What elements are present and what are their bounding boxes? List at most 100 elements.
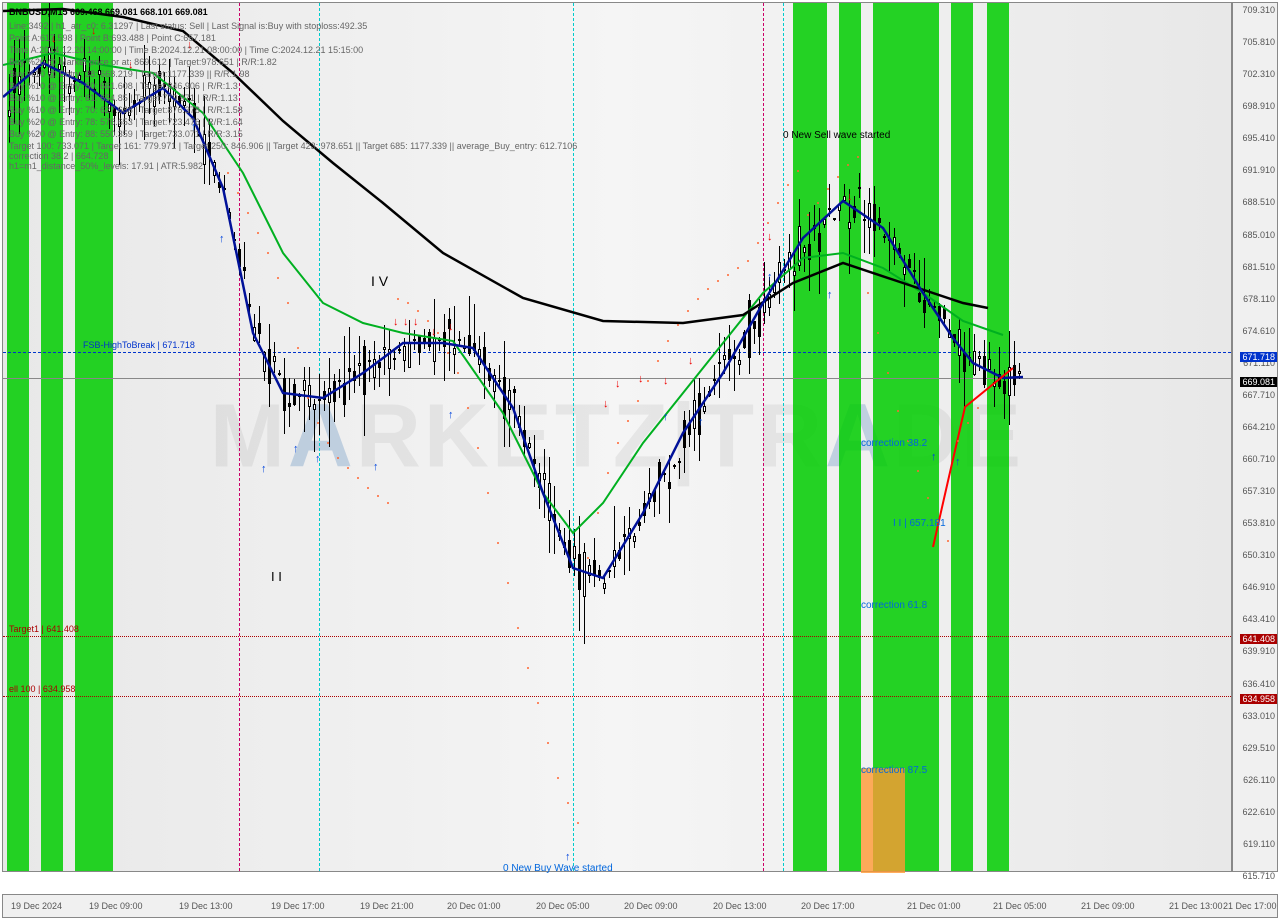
price-marker: 641.408 xyxy=(1240,634,1277,644)
session-zone xyxy=(987,3,1009,871)
time-tick: 19 Dec 17:00 xyxy=(271,901,325,911)
price-tick: 626.110 xyxy=(1243,775,1275,785)
chart-annotation: I V xyxy=(371,273,388,289)
signal-arrow-down-icon: ↓ xyxy=(767,231,773,243)
price-tick: 685.010 xyxy=(1242,230,1275,240)
level-label: Target1 | 641.408 xyxy=(7,624,81,634)
info-line: Buy %10 @ Entry: 70: 627.688 | Target:87… xyxy=(9,105,243,117)
info-line: Time A:2024.12.20 14:00:00 | Time B:2024… xyxy=(9,45,363,57)
info-line: Buy %20 @ Market price or at: 869.612 | … xyxy=(9,57,277,69)
time-tick: 21 Dec 17:00 xyxy=(1223,901,1277,911)
price-tick: 653.810 xyxy=(1242,518,1275,528)
chart-plot-area[interactable]: MARKETZ|TRADE FSB-HighToBreak | 671.718T… xyxy=(2,2,1232,872)
info-line: Buy %20 @ Entry: 88: 550.359 | Target:73… xyxy=(9,129,243,141)
price-tick: 622.610 xyxy=(1242,807,1275,817)
vertical-marker xyxy=(319,3,320,871)
signal-arrow-up-icon: ↑ xyxy=(293,443,299,455)
time-tick: 20 Dec 01:00 xyxy=(447,901,501,911)
price-tick: 646.910 xyxy=(1242,582,1275,592)
signal-arrow-up-icon: ↑ xyxy=(373,461,379,473)
horizontal-level xyxy=(3,636,1231,637)
price-tick: 660.710 xyxy=(1242,454,1275,464)
time-tick: 19 Dec 21:00 xyxy=(360,901,414,911)
time-tick: 20 Dec 17:00 xyxy=(801,901,855,911)
price-tick: 695.410 xyxy=(1242,133,1275,143)
price-tick: 633.010 xyxy=(1242,711,1275,721)
signal-arrow-down-icon: ↓ xyxy=(403,316,409,328)
chart-annotation: correction 87.5 xyxy=(861,765,927,776)
chart-annotation: I I | 657.181 xyxy=(893,518,946,529)
price-tick: 664.210 xyxy=(1242,422,1275,432)
info-line: Point A:617.598 | Point B:693.488 | Poin… xyxy=(9,33,216,45)
highlighted-zone xyxy=(861,768,905,873)
price-tick: 667.710 xyxy=(1242,390,1275,400)
time-tick: 21 Dec 09:00 xyxy=(1081,901,1135,911)
price-tick: 691.910 xyxy=(1242,165,1275,175)
price-tick: 698.910 xyxy=(1242,101,1275,111)
chart-title: BNBUSD,M15 669.468 669.081 668.101 669.0… xyxy=(9,7,208,19)
chart-annotation: 0 New Sell wave started xyxy=(783,130,890,141)
signal-arrow-down-icon: ↓ xyxy=(847,191,853,203)
signal-arrow-down-icon: ↓ xyxy=(413,316,419,328)
price-tick: 678.110 xyxy=(1243,294,1275,304)
info-line: Buy %10 @ Entry: 50: 661.608 | Target:84… xyxy=(9,81,238,93)
price-tick: 688.510 xyxy=(1242,197,1275,207)
chart-annotation: correction 61.8 xyxy=(861,600,927,611)
info-line: Buy %10 @ Entry: 61: 654.85 | Target:779… xyxy=(9,93,238,105)
horizontal-level xyxy=(3,696,1231,697)
price-tick: 615.710 xyxy=(1242,871,1275,881)
price-marker: 671.718 xyxy=(1240,352,1277,362)
price-tick: 657.310 xyxy=(1242,486,1275,496)
time-tick: 20 Dec 09:00 xyxy=(624,901,678,911)
signal-arrow-up-icon: ↑ xyxy=(565,851,571,863)
signal-arrow-down-icon: ↓ xyxy=(688,355,694,367)
level-label: FSB-HighToBreak | 671.718 xyxy=(81,340,197,350)
price-tick: 629.510 xyxy=(1242,743,1275,753)
chart-annotation: I I xyxy=(271,569,282,584)
time-tick: 20 Dec 13:00 xyxy=(713,901,767,911)
price-tick: 702.310 xyxy=(1242,69,1275,79)
signal-arrow-up-icon: ↑ xyxy=(219,233,225,245)
info-line: Buy %10 @ Entry: 38: 668.219 | Target:11… xyxy=(9,69,249,81)
chart-annotation: correction 38.2 xyxy=(861,438,927,449)
price-tick: 674.610 xyxy=(1242,326,1275,336)
time-axis[interactable]: 19 Dec 2024 19 Dec 09:00 19 Dec 13:00 19 De… xyxy=(2,894,1278,918)
price-tick: 705.810 xyxy=(1242,37,1275,47)
time-tick: 19 Dec 09:00 xyxy=(89,901,143,911)
signal-arrow-down-icon: ↓ xyxy=(663,375,669,387)
price-tick: 643.410 xyxy=(1242,614,1275,624)
chart-annotation: 0 New Buy Wave started xyxy=(503,863,613,874)
info-line: Buy %20 @ Entry: 78: 576.653 | Target:72… xyxy=(9,117,243,129)
time-tick: 21 Dec 13:00 xyxy=(1169,901,1223,911)
info-line: Line:3492 | h1_atr_c0: 6.31297 | Last st… xyxy=(9,21,367,33)
session-zone xyxy=(951,3,973,871)
price-tick: 681.510 xyxy=(1242,262,1275,272)
price-axis[interactable]: 709.310 705.810 702.310 698.910 695.410 691.9… xyxy=(1232,2,1278,872)
info-line: h1=m1_distance_50%_levels: 17.91 | ATR:5… xyxy=(9,161,203,173)
signal-arrow-up-icon: ↑ xyxy=(827,289,833,301)
price-marker: 634.958 xyxy=(1240,694,1277,704)
price-tick: 709.310 xyxy=(1242,5,1275,15)
signal-arrow-down-icon: ↓ xyxy=(603,398,609,410)
horizontal-level xyxy=(3,352,1231,353)
time-tick: 20 Dec 05:00 xyxy=(536,901,590,911)
time-tick: 19 Dec 2024 xyxy=(11,901,62,911)
signal-arrow-down-icon: ↓ xyxy=(393,316,399,328)
vertical-marker xyxy=(573,3,574,871)
signal-arrow-up-icon: ↑ xyxy=(955,456,961,468)
signal-arrow-up-icon: ↑ xyxy=(931,451,937,463)
signal-arrow-up-icon: ↑ xyxy=(663,411,669,423)
signal-arrow-down-icon: ↓ xyxy=(448,321,454,333)
signal-arrow-down-icon: ↓ xyxy=(431,326,437,338)
price-tick: 650.310 xyxy=(1242,550,1275,560)
price-tick: 636.410 xyxy=(1242,679,1275,689)
signal-arrow-up-icon: ↑ xyxy=(448,409,454,421)
price-tick: 639.910 xyxy=(1242,646,1275,656)
time-tick: 21 Dec 01:00 xyxy=(907,901,961,911)
signal-arrow-up-icon: ↑ xyxy=(261,463,267,475)
time-tick: 19 Dec 13:00 xyxy=(179,901,233,911)
price-marker: 669.081 xyxy=(1240,377,1277,387)
signal-arrow-up-icon: ↑ xyxy=(767,271,773,283)
time-tick: 21 Dec 05:00 xyxy=(993,901,1047,911)
price-tick: 619.110 xyxy=(1243,839,1275,849)
